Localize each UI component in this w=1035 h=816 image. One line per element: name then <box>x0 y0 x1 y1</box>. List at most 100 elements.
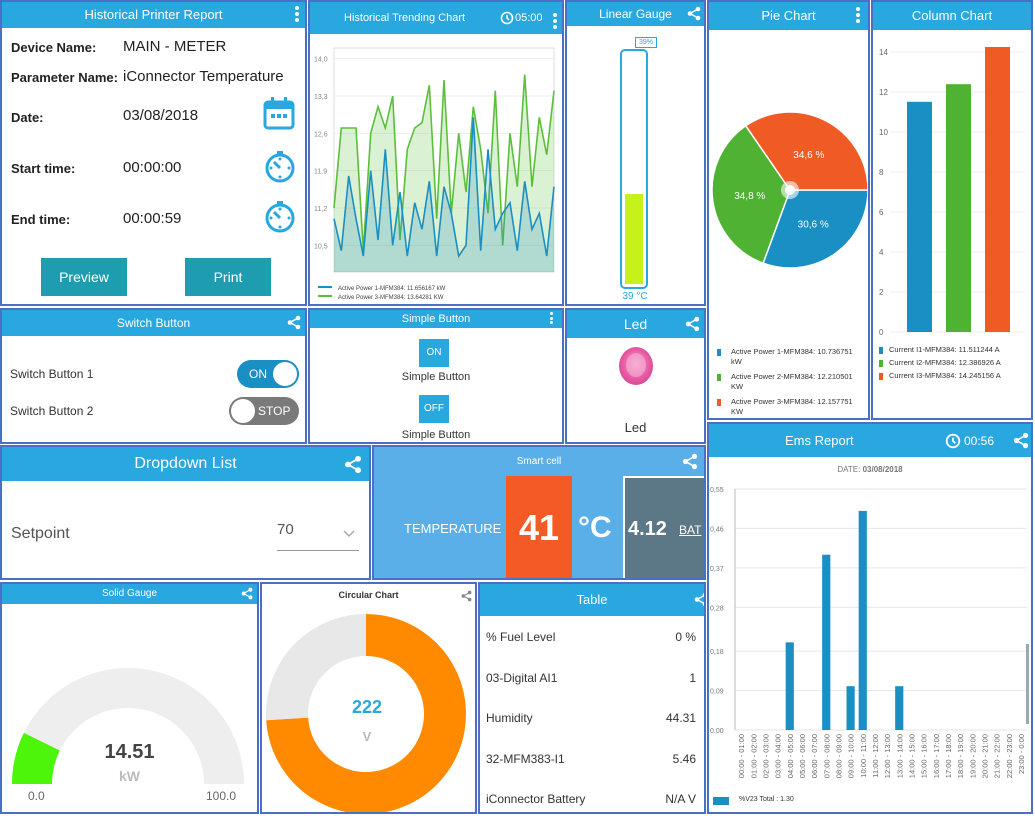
ems-bar <box>895 686 904 730</box>
timer-icon[interactable] <box>263 200 297 239</box>
simple-button-panel: Simple Button ON Simple Button OFF Simpl… <box>308 308 564 444</box>
dropdown-list-panel: Dropdown List Setpoint 70 <box>0 445 371 580</box>
table-row: iConnector Battery N/A V <box>480 784 704 812</box>
solid-gauge-value: 14.51 <box>104 741 155 763</box>
pie-slice <box>744 111 868 191</box>
switch-1-label: Switch Button 1 <box>10 367 94 381</box>
battery-unit: BAT <box>679 523 702 537</box>
table-cell-name: % Fuel Level <box>486 630 556 644</box>
switch-knob <box>273 362 297 386</box>
share-icon[interactable] <box>344 455 362 479</box>
x-tick-label: 05:00 - 06:00 <box>798 734 807 778</box>
linear-gauge-tube <box>620 49 648 289</box>
panel-title: Linear Gauge <box>599 7 672 21</box>
scrollbar[interactable] <box>1026 644 1029 724</box>
ems-date-label: DATE: <box>837 465 861 474</box>
temperature-value: 41 <box>518 507 560 548</box>
panel-title: Historical Trending Chart <box>344 12 466 24</box>
y-tick-label: 0 <box>879 328 884 337</box>
ems-report-panel: Ems Report 00:56 DATE: 03/08/2018 0,55 0,… <box>707 422 1033 814</box>
share-icon[interactable] <box>1013 432 1029 454</box>
history-icon[interactable] <box>945 433 961 454</box>
kebab-menu-icon[interactable] <box>553 13 557 31</box>
pie-legend: Active Power 1-MFM384: 10.736751 kW Activ… <box>717 347 867 418</box>
legend-item: Active Power 1-MFM384: 10.736751 kW <box>717 347 867 371</box>
legend-swatch <box>717 349 721 356</box>
print-button[interactable]: Print <box>185 258 271 296</box>
preview-button[interactable]: Preview <box>41 258 127 296</box>
column-bar <box>985 47 1010 332</box>
legend-item: Current I1-MFM384: 11.511244 A <box>879 345 1029 358</box>
end-time-value[interactable]: 00:00:59 <box>123 210 182 227</box>
simple-on-button[interactable]: ON <box>419 339 449 367</box>
panel-header: Switch Button <box>2 310 305 336</box>
table-row: 32-MFM383-I1 5.46 <box>480 744 704 784</box>
x-tick-label: 01:00 - 02:00 <box>749 734 758 778</box>
legend-item: Active Power 2-MFM384: 12.210501 KW <box>717 372 867 396</box>
y-tick-label: 11,9 <box>314 169 327 176</box>
pie-slice <box>711 124 791 265</box>
column-chart: 14 12 10 8 6 4 2 0 <box>879 47 1025 337</box>
share-icon[interactable] <box>287 315 301 335</box>
series-line <box>333 117 555 259</box>
date-label: Date: <box>11 110 44 125</box>
legend-label: Active Power 1-MFM384: 11.656167 kW <box>338 286 446 292</box>
y-tick-label: 0,18 <box>710 649 724 656</box>
panel-title: Led <box>623 316 648 332</box>
x-tick-label: 16:00 - 17:00 <box>932 734 941 778</box>
x-tick-label: 15:00 - 16:00 <box>920 734 929 778</box>
column-chart-panel: Column Chart 14 12 10 8 6 4 2 0 Current I1-MFM3… <box>871 0 1033 420</box>
share-icon[interactable] <box>461 589 472 607</box>
pie-center-dot <box>785 185 795 195</box>
legend-label: Active Power 3-MFM384: 12.157751 KW <box>731 397 853 416</box>
column-bar <box>907 101 932 332</box>
switch-1-toggle[interactable]: ON <box>237 360 299 388</box>
x-tick-label: 07:00 - 08:00 <box>822 734 831 778</box>
ems-date-line: DATE: 03/08/2018 <box>709 465 1031 474</box>
share-icon[interactable] <box>241 587 253 605</box>
simple-off-button[interactable]: OFF <box>419 395 449 423</box>
calendar-icon[interactable] <box>263 96 295 135</box>
start-time-value[interactable]: 00:00:00 <box>123 159 182 176</box>
ems-legend-text: %V23 Total : 1.30 <box>739 796 794 803</box>
circular-chart-panel: Circular Chart 222 V <box>260 582 477 814</box>
setpoint-select[interactable]: 70 <box>277 517 359 551</box>
kebab-menu-icon[interactable] <box>295 6 299 24</box>
switch-2-toggle[interactable]: STOP <box>229 397 299 425</box>
kebab-menu-icon[interactable] <box>550 312 554 326</box>
y-tick-label: 4 <box>879 248 884 257</box>
share-icon[interactable] <box>694 592 704 612</box>
table-cell-name: 03-Digital AI1 <box>486 670 558 685</box>
legend-label: Current I2-MFM384: 12.386926 A <box>889 358 1001 367</box>
gauge-value-label: 39 °C <box>622 291 648 302</box>
ems-date-value: 03/08/2018 <box>862 465 903 474</box>
kebab-menu-icon[interactable] <box>856 7 860 25</box>
share-icon[interactable] <box>685 316 700 337</box>
table-row: 03-Digital AI1 1 <box>480 663 704 703</box>
setpoint-value: 70 <box>277 521 294 538</box>
y-tick-label: 14 <box>879 48 888 57</box>
y-tick-label: 0,00 <box>710 728 724 735</box>
led-indicator <box>617 346 655 391</box>
x-tick-label: 10:00 - 11:00 <box>859 734 868 778</box>
share-icon[interactable] <box>687 6 701 26</box>
panel-header: Historical Trending Chart <box>310 2 562 34</box>
x-tick-label: 09:00 - 10:00 <box>847 734 856 778</box>
date-value[interactable]: 03/08/2018 <box>123 107 199 124</box>
x-tick-label: 08:00 - 09:00 <box>834 734 843 778</box>
table-cell-name: 32-MFM383-I1 <box>486 751 565 766</box>
y-tick-label: 12 <box>879 88 888 97</box>
y-tick-label: 6 <box>879 208 884 217</box>
panel-title: Dropdown List <box>134 455 237 472</box>
x-tick-label: 19:00 - 20:00 <box>968 734 977 778</box>
table-row: % Fuel Level 0 % <box>480 622 704 662</box>
timer-icon[interactable] <box>263 150 297 189</box>
y-tick-label: 12,6 <box>314 131 328 138</box>
share-icon[interactable] <box>682 453 698 475</box>
solid-gauge <box>12 668 244 784</box>
panel-header: Table <box>480 584 704 616</box>
table-cell-value: 5.46 <box>672 751 696 766</box>
history-icon[interactable] <box>500 11 514 30</box>
solid-gauge-min: 0.0 <box>28 789 45 803</box>
battery-box: 4.12 BAT <box>623 476 704 578</box>
